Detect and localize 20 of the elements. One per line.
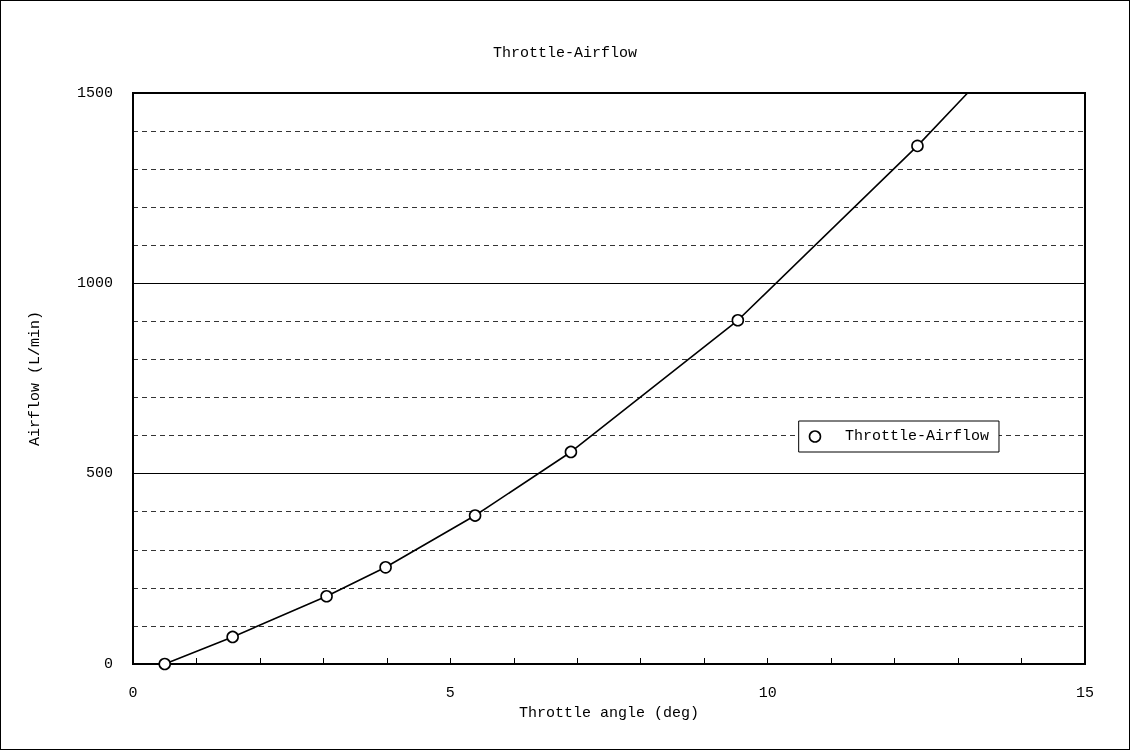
- x-tick-label: 10: [758, 685, 777, 702]
- point: [226, 630, 239, 644]
- x-tick-label: 15: [1075, 685, 1095, 702]
- point: [564, 445, 578, 459]
- point: [731, 313, 745, 327]
- chart-title: Throttle-Airflow: [492, 45, 638, 62]
- y-tick-label: 1500: [76, 84, 113, 102]
- y-tick-label: 500: [85, 465, 113, 483]
- point: [320, 589, 333, 603]
- y-axis-title: Airflow (L/min): [27, 310, 44, 447]
- point: [468, 509, 482, 522]
- x-tick-label: 5: [445, 685, 455, 702]
- y-tick-label: 0: [103, 655, 113, 673]
- point: [911, 139, 924, 153]
- y-tick-label: 1000: [76, 274, 113, 292]
- point: [379, 561, 392, 574]
- x-axis-title: Throttle angle (deg): [518, 704, 700, 722]
- point: [158, 657, 172, 671]
- x-tick-label: 0: [128, 685, 138, 702]
- legend-label: Throttle-Airflow: [844, 428, 990, 445]
